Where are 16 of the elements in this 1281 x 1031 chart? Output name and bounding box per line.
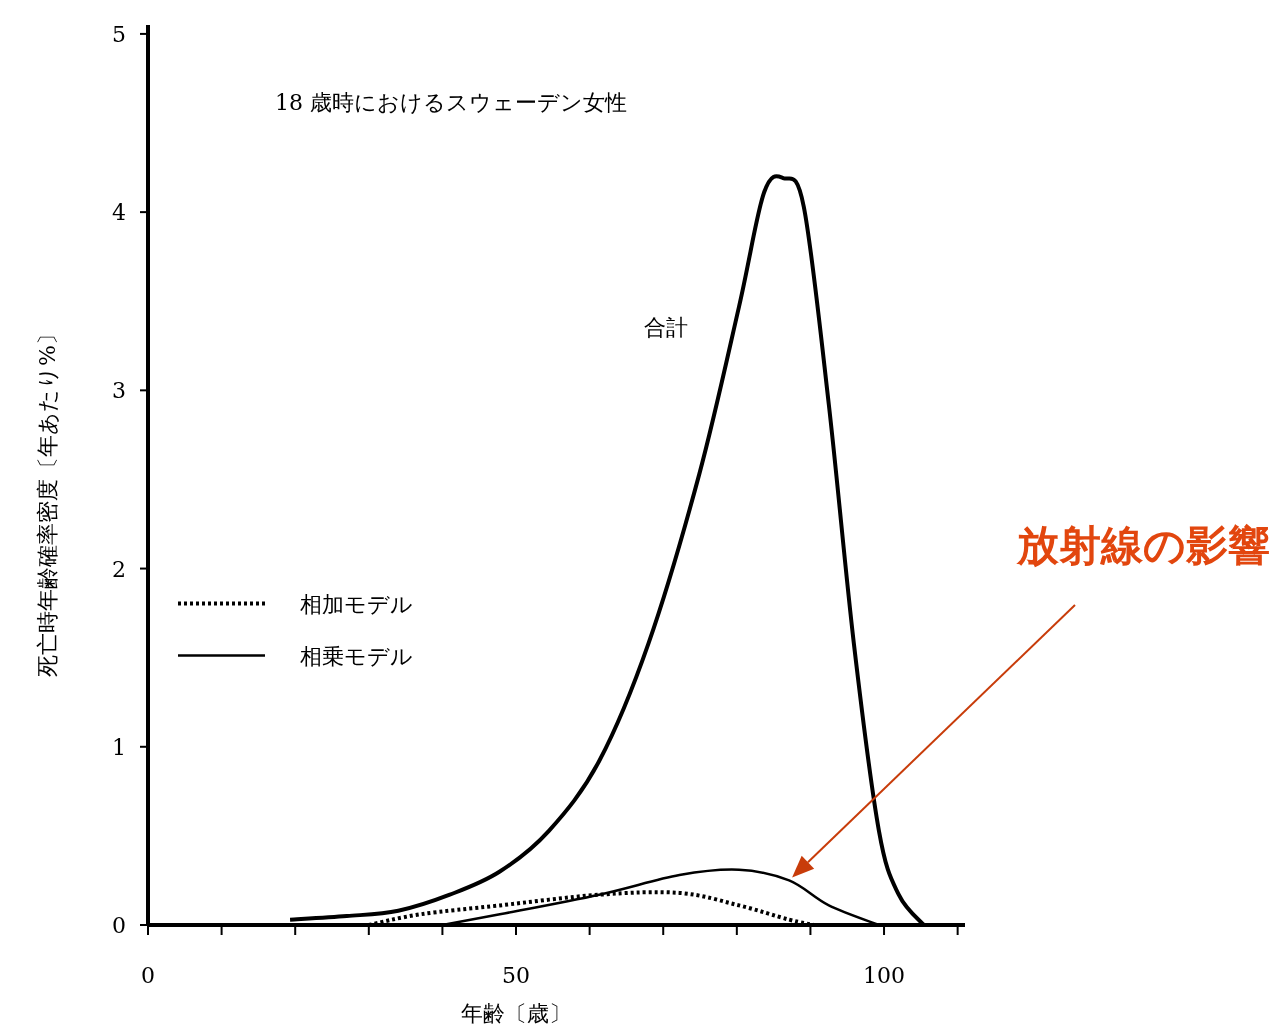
y-tick-label: 1 xyxy=(112,734,126,760)
x-axis-title: 年齢〔歳〕 xyxy=(461,1001,572,1026)
x-tick-label: 0 xyxy=(141,963,155,988)
y-axis-title: 死亡時年齢確率密度〔年あたり%〕 xyxy=(35,323,60,677)
series-label: 合計 xyxy=(643,315,688,341)
text: 18 歳時におけるスウェーデン女性 xyxy=(275,90,627,115)
text: 放射線の影響 xyxy=(1016,521,1270,570)
y-tick-label: 5 xyxy=(112,21,126,47)
x-tick-label: 100 xyxy=(863,963,906,988)
y-tick-label: 2 xyxy=(112,556,126,582)
x-tick-label: 50 xyxy=(502,963,531,988)
y-tick-label: 3 xyxy=(112,378,126,404)
y-tick-label: 4 xyxy=(112,200,126,226)
y-tick-label: 0 xyxy=(112,913,126,938)
legend-label: 相乗モデル xyxy=(300,643,413,669)
legend-label: 相加モデル xyxy=(300,591,413,617)
